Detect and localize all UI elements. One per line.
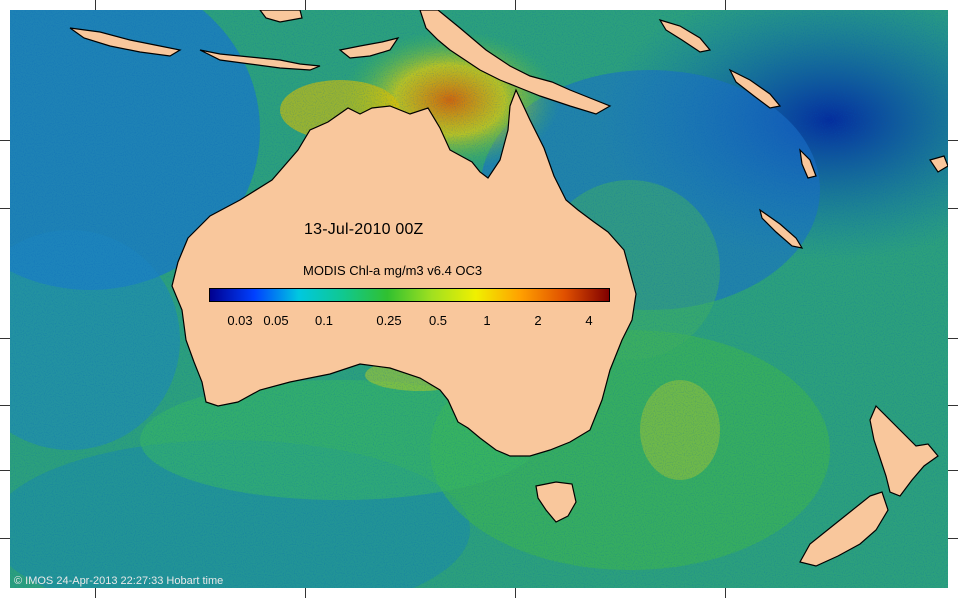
colorbar — [209, 288, 610, 302]
frame-tick — [948, 538, 958, 539]
colorbar-tick-label: 2 — [534, 313, 542, 328]
colorbar-title: MODIS Chl-a mg/m3 v6.4 OC3 — [303, 263, 483, 278]
colorbar-tick-label: 1 — [483, 313, 491, 328]
tasmania — [535, 481, 577, 523]
frame-tick — [948, 208, 958, 209]
frame-tick — [305, 588, 306, 598]
sulawesi — [259, 10, 303, 23]
new-britain — [658, 18, 712, 53]
solomon-islands — [728, 68, 782, 109]
frame-tick — [95, 0, 96, 10]
colorbar-tick-label: 0.5 — [428, 313, 448, 328]
new-zealand-north — [869, 404, 939, 497]
frame-tick — [0, 338, 10, 339]
colorbar-tick-label: 0.05 — [263, 313, 289, 328]
frame-tick — [725, 588, 726, 598]
frame-tick — [948, 140, 958, 141]
frame-tick — [0, 208, 10, 209]
frame-tick — [515, 0, 516, 10]
colorbar-tick-label: 0.25 — [376, 313, 402, 328]
frame-tick — [0, 405, 10, 406]
fiji — [929, 155, 948, 173]
frame-tick — [0, 470, 10, 471]
colorbar-tick-label: 0.1 — [314, 313, 334, 328]
new-caledonia — [759, 208, 804, 249]
frame-tick — [0, 140, 10, 141]
vanuatu — [799, 148, 817, 179]
timor — [338, 37, 400, 59]
frame-tick — [725, 0, 726, 10]
lesser-sunda-islands — [199, 49, 321, 71]
frame-tick — [948, 470, 958, 471]
frame-tick — [948, 405, 958, 406]
frame-tick — [0, 538, 10, 539]
new-guinea — [419, 10, 612, 115]
frame-tick — [948, 338, 958, 339]
copyright-credit: © IMOS 24-Apr-2013 22:27:33 Hobart time — [14, 575, 224, 587]
frame-tick — [515, 588, 516, 598]
map-date-label: 13-Jul-2010 00Z — [304, 221, 424, 238]
java-island — [69, 27, 182, 57]
australia — [171, 88, 637, 457]
new-zealand-south — [799, 491, 889, 567]
land-masses — [69, 10, 948, 567]
colorbar-tick-label: 4 — [585, 313, 593, 328]
frame-tick — [95, 588, 96, 598]
frame-tick — [305, 0, 306, 10]
colorbar-tick-label: 0.03 — [227, 313, 253, 328]
